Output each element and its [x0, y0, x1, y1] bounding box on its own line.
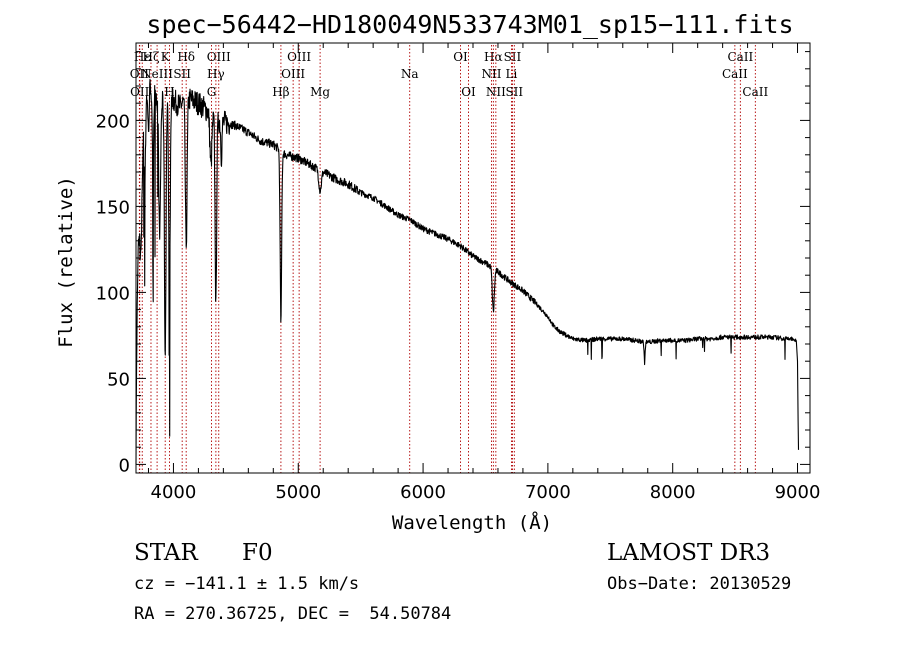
y-tick-label: 200	[96, 111, 130, 132]
spectral-line-label: Mg	[310, 85, 330, 99]
survey-name: LAMOST DR3	[607, 540, 771, 566]
spectral-line-label: Hδ	[177, 50, 195, 64]
spectral-line-label: Hε	[134, 50, 151, 64]
coordinates: RA = 270.36725, DEC = 54.50784	[134, 604, 452, 624]
spectral-line-label: OII	[130, 85, 150, 99]
observation-date: Obs−Date: 20130529	[607, 574, 792, 594]
y-tick-label: 150	[96, 197, 130, 218]
plot-frame	[135, 42, 811, 474]
x-tick-label: 4000	[151, 482, 197, 503]
spectral-line-label: NII	[481, 67, 501, 81]
spectrum-line	[135, 78, 800, 465]
y-tick-label: 0	[119, 455, 130, 476]
spectral-line-label: K	[161, 50, 171, 64]
spectral-line-label: SII	[505, 85, 523, 99]
spectral-line-label: H	[164, 85, 174, 99]
spectral-line-label: NeIII	[141, 67, 173, 81]
x-tick-label: 5000	[275, 482, 321, 503]
spectral-subclass: F0	[242, 540, 273, 566]
x-tick-label: 6000	[400, 482, 446, 503]
x-axis-label: Wavelength (Å)	[392, 511, 552, 534]
spectral-line-label: Hγ	[207, 67, 225, 81]
chart-title: spec−56442−HD180049N533743M01_sp15−111.f…	[146, 10, 793, 39]
spectral-line-label: Hβ	[272, 85, 289, 99]
spectral-line-label: OIII	[207, 50, 231, 64]
spectral-line-label: Na	[401, 67, 419, 81]
x-tick-label: 9000	[775, 482, 821, 503]
spectral-line-label: OIII	[281, 67, 305, 81]
x-tick-label: 8000	[650, 482, 696, 503]
y-tick-label: 50	[107, 369, 130, 390]
spectral-line-label: OIII	[287, 50, 311, 64]
x-tick-label: 7000	[525, 482, 571, 503]
y-axis-label: Flux (relative)	[55, 176, 77, 348]
spectral-line-label: Hζ	[142, 50, 159, 64]
redshift-value: cz = −141.1 ± 1.5 km/s	[134, 574, 360, 594]
y-tick-label: 100	[96, 283, 130, 304]
spectral-line-label: SII	[504, 50, 522, 64]
spectral-line-label: SII	[173, 67, 191, 81]
object-class: STAR	[134, 540, 198, 566]
spectral-line-label: CaII	[722, 67, 748, 81]
spectral-line-label: CaII	[727, 50, 753, 64]
spectral-line-label: Li	[506, 67, 518, 81]
axis-ticks: 4000 5000 6000 7000 8000 9000 0 50 100 150 200	[96, 43, 821, 503]
spectral-line-label: Hα	[484, 50, 503, 64]
spectral-line-label: G	[207, 85, 217, 99]
spectral-line-label: CaII	[742, 85, 768, 99]
spectral-line-label: NII	[486, 85, 506, 99]
spectral-line-label: OI	[453, 50, 468, 64]
spectral-line-label: OI	[461, 85, 476, 99]
